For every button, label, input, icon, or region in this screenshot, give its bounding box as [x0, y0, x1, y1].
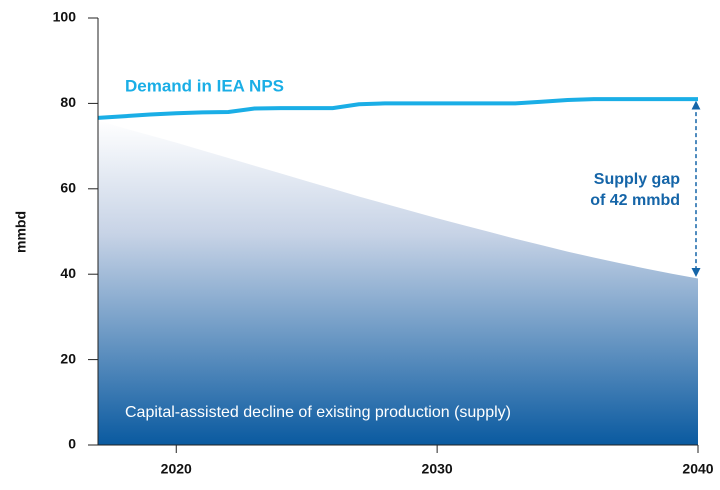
x-tick-label: 2020	[161, 461, 192, 477]
y-axis-label: mmbd	[13, 211, 29, 253]
demand-line	[97, 97, 698, 120]
x-tick-label: 2040	[682, 461, 713, 477]
demand-label: Demand in IEA NPS	[125, 76, 284, 95]
y-tick-label: 0	[68, 436, 76, 452]
gap-annotation: of 42 mmbd	[590, 192, 680, 209]
gap-annotation: Supply gap	[594, 171, 680, 188]
supply-label: Capital-assisted decline of existing pro…	[125, 404, 511, 421]
y-tick-label: 20	[60, 350, 76, 366]
x-tick-label: 2030	[422, 461, 453, 477]
supply-area	[98, 120, 698, 445]
y-tick-label: 100	[53, 9, 77, 25]
y-tick-label: 80	[60, 94, 76, 110]
y-tick-label: 60	[60, 180, 76, 196]
y-tick-label: 40	[60, 265, 76, 281]
